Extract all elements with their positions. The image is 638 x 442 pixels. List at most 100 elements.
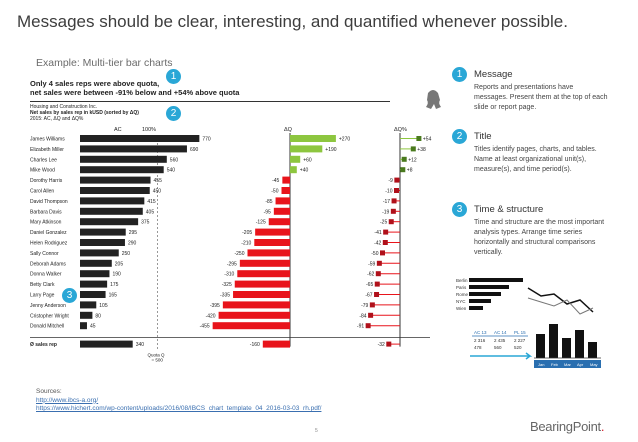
ac-bar [80,322,87,330]
dq-value-label: -125 [256,220,266,226]
ac-bar [80,135,200,142]
col-header-ac: AC [114,127,122,133]
total-dq-value: -160 [250,342,260,348]
badge-1: 1 [452,67,467,82]
dq-bar [282,176,290,184]
person-illustration-icon [426,90,441,109]
rep-name-label: Donna Walker [30,272,62,278]
chart-measure: Net sales by sales rep in kUSD (sorted b… [30,110,139,116]
ac-value-label: 105 [99,303,108,309]
total-ac-bar [80,340,133,348]
svg-text:Feb: Feb [551,362,559,367]
dqpct-value-label: +54 [423,137,432,143]
mini-arrow-icon [470,352,533,360]
dq-bar [212,322,290,330]
ac-bar [80,207,143,215]
sidebar-title: Time & structure [474,204,544,215]
slide-subtitle: Example: Multi-tier bar charts [36,57,173,69]
dqpct-marker [400,167,406,173]
dqpct-value-label: -41 [374,230,381,236]
rep-name-label: Jenny Anderson [30,303,66,309]
rep-name-label: Mary Atkinson [30,220,62,226]
ac-bar [80,280,108,288]
badge-structure-3: 3 [62,288,77,303]
dqpct-marker [374,281,380,287]
dq-value-label: -95 [264,209,271,215]
dqpct-value-label: -84 [359,313,366,319]
sidebar-title: Title [474,131,492,142]
dqpct-marker [394,188,399,193]
ac-value-label: 80 [95,313,101,319]
total-label: Ø sales rep [30,342,57,348]
rep-name-label: Mike Wood [30,168,55,174]
svg-text:AC 14: AC 14 [494,330,507,335]
quota-label: Quota Q [148,353,166,358]
ac-bar [80,155,167,163]
svg-text:560: 560 [494,345,502,350]
dq-value-label: +190 [325,147,336,153]
ac-value-label: 165 [109,293,118,299]
svg-text:2 435: 2 435 [494,338,506,343]
dqpct-marker [375,271,381,277]
ac-value-label: 205 [115,261,124,267]
badge-3: 3 [452,202,467,217]
dqpct-value-label: -42 [374,241,381,247]
dqpct-marker [368,312,374,318]
dq-bar [218,311,290,319]
page-number: 5 [315,428,318,434]
ac-value-label: 175 [110,282,119,288]
dq-bar [233,291,290,298]
dq-bar [222,301,290,309]
rep-name-label: Deborah Adams [30,261,66,267]
dqpct-value-label: -10 [385,189,392,195]
total-ac-value: 340 [136,342,145,348]
dqpct-marker [374,292,380,297]
ac-value-label: 375 [141,220,150,226]
source-link-ibcs[interactable]: http://www.ibcs-a.org/ [36,396,99,404]
badge-message-1: 1 [166,69,181,84]
dq-value-label: -455 [200,324,210,330]
dqpct-value-label: -25 [380,220,387,226]
sidebar-text: Titles identify pages, charts, and table… [474,146,597,173]
slide-title: Messages should be clear, interesting, a… [17,12,568,31]
dqpct-value-label: -9 [388,178,393,184]
dq-bar [273,207,290,215]
dqpct-marker [394,177,400,183]
dqpct-value-label: +38 [417,147,426,153]
mini-row-label: Berlin [456,278,468,283]
dq-value-label: -395 [210,303,220,309]
ac-bar [80,311,93,319]
svg-text:Apr: Apr [577,362,584,367]
dq-bar [290,166,297,174]
dq-value-label: -250 [234,251,244,257]
dq-bar [255,228,290,236]
ac-bar [80,228,126,236]
ac-bar [80,259,112,267]
dqpct-value-label: -79 [361,303,368,309]
total-dqpct-marker [386,341,392,347]
source-link-hichert[interactable]: https://www.hichert.com/wp-content/uploa… [36,405,322,412]
svg-text:Jan: Jan [538,362,544,367]
ac-value-label: 45 [90,324,96,330]
dqpct-marker [365,323,371,329]
dq-bar [237,270,290,278]
dqpct-marker [390,208,396,214]
dqpct-marker [401,156,407,162]
total-dq-bar [262,340,290,348]
svg-text:AC 13: AC 13 [474,330,487,335]
dq-value-label: +270 [339,137,350,143]
chart-period: 2015: AC, ΔQ and ΔQ% [30,116,84,122]
dq-bar [234,280,290,288]
rep-name-label: Charles Lee [30,157,57,163]
dqpct-marker [388,219,394,225]
mini-row-label: Rome [456,292,469,297]
dq-bar [254,239,290,246]
rep-name-label: Helen Rodriguez [30,241,68,247]
sources-label: Sources: [36,388,62,395]
dq-value-label: -325 [222,282,232,288]
bearingpoint-logo: BearingPoint. [530,419,605,434]
sidebar-title: Message [474,69,513,80]
rep-name-label: James Williams [30,137,65,143]
mini-chart-illustration: Berlin Paris Rome NYC Wien AC 13 AC 14 P… [456,278,601,368]
dqpct-marker [369,302,375,308]
